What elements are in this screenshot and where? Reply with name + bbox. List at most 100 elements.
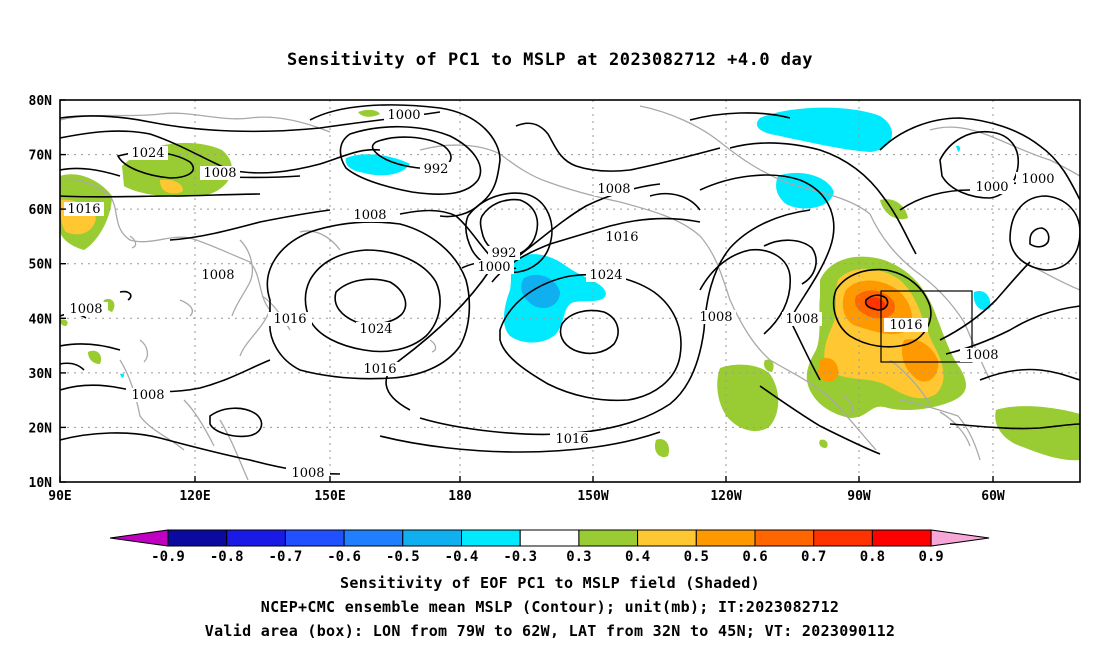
contour-label: 1016 [884,318,928,333]
colorbar-label: 0.3 [566,549,591,565]
contour-label: 1008 [198,268,238,283]
lon-label: 120W [710,489,741,504]
contour-label: 1008 [696,310,736,325]
colorbar-swatch [343,529,404,547]
colorbar-swatch [695,529,756,547]
contour-label: 1008 [960,348,1004,363]
caption-line-1: Sensitivity of EOF PC1 to MSLP field (Sh… [340,574,760,592]
contour-label: 1000 [384,108,424,123]
contour-label-text: 1008 [203,166,236,181]
contour-label-text: 1008 [699,310,732,325]
colorbar-swatch [871,529,932,547]
caption-line-2: NCEP+CMC ensemble mean MSLP (Contour); u… [260,598,840,616]
contour-label: 1024 [128,146,168,161]
contour-label: 1008 [350,208,390,223]
lat-label: 70N [29,149,53,164]
contour-label-text: 1016 [605,230,638,245]
contour-label: 1016 [358,362,402,377]
contour-label-text: 1024 [589,268,622,283]
lon-label: 60W [981,489,1005,504]
axis-ticks [59,99,994,483]
colorbar: -0.9 -0.8 -0.7 -0.6 -0.5 -0.4 -0.3 0.3 0.4 0.5 0.6… [109,529,990,565]
colorbar-swatch [167,529,228,547]
lon-label: 90W [847,489,871,504]
contour-label-text: 1024 [359,322,392,337]
contour-label: 1000 [1016,172,1060,187]
contour-label-text: 1016 [67,202,100,217]
colorbar-label: 0.4 [625,549,650,565]
colorbar-label: -0.8 [210,549,244,565]
colorbar-swatch [519,529,580,547]
contour-label-text: 1024 [131,146,164,161]
lon-label: 90E [48,489,71,504]
colorbar-label: 0.5 [684,549,709,565]
contour-label: 1024 [586,268,626,283]
colorbar-label: -0.5 [386,549,420,565]
colorbar-swatch [226,529,286,547]
colorbar-label: 0.7 [801,549,826,565]
contour-label: 1016 [268,312,312,327]
contour-label-text: 1016 [555,432,588,447]
lat-label: 40N [29,312,53,327]
contour-label: 1016 [602,230,642,245]
contour-label-text: 1000 [1021,172,1054,187]
lon-label: 150W [577,489,608,504]
colorbar-swatch [637,529,697,547]
colorbar-label: -0.4 [445,549,479,565]
colorbar-label: 0.8 [860,549,885,565]
contour-label-text: 1000 [477,260,510,275]
contour-label: 1016 [550,432,594,447]
map-frame [59,99,1081,483]
lat-label: 60N [29,203,53,218]
contour-label-text: 1008 [597,182,630,197]
contour-label: 1008 [286,466,330,481]
contour-label-text: 1016 [889,318,922,333]
colorbar-low-arrow [109,529,169,547]
colorbar-label: -0.6 [327,549,361,565]
contour-label: 992 [420,162,452,177]
contour-label: 1024 [356,322,396,337]
colorbar-label: -0.9 [151,549,185,565]
lat-label: 20N [29,421,53,436]
map-area: 1000 1024 992 1008 1016 1008 1008 1008 9… [60,100,1080,482]
contour-label-text: 1008 [131,388,164,403]
contour-label: 1008 [200,166,240,181]
contour-label: 1008 [64,302,108,317]
lat-label: 30N [29,367,53,382]
colorbar-swatch [461,529,521,547]
colorbar-swatch [754,529,815,547]
contour-labels: 1000 1024 992 1008 1016 1008 1008 1008 9… [64,108,1060,481]
colorbar-swatch [402,529,462,547]
latitude-labels: 80N 70N 60N 50N 40N 30N 20N 10N [29,94,53,491]
colorbar-label: 0.9 [918,549,943,565]
graticule [60,100,1080,482]
longitude-labels: 90E 120E 150E 180 150W 120W 90W 60W [48,489,1005,504]
contour-label-text: 992 [492,246,517,261]
contour-label-text: 992 [424,162,449,177]
colorbar-label: -0.3 [503,549,537,565]
contour-label: 1016 [64,202,104,217]
contour-label: 1008 [126,388,170,403]
lon-label: 180 [448,489,472,504]
contour-label: 1008 [594,182,634,197]
lon-label: 150E [314,489,345,504]
colorbar-label: 0.6 [742,549,767,565]
contour-label-text: 1016 [273,312,306,327]
caption-line-3: Valid area (box): LON from 79W to 62W, L… [204,622,896,640]
contour-label-text: 1000 [975,180,1008,195]
colorbar-label: -0.7 [269,549,303,565]
contour-label: 1000 [474,260,514,275]
colorbar-swatch [284,529,345,547]
contour-label-text: 1008 [353,208,386,223]
contour-label-text: 1008 [69,302,102,317]
colorbar-high-arrow [930,529,990,547]
map-title: Sensitivity of PC1 to MSLP at 2023082712… [286,50,813,70]
contour-label-text: 1008 [785,312,818,327]
colorbar-swatch [578,529,639,547]
contour-label-text: 1016 [363,362,396,377]
lat-label: 80N [29,94,53,109]
contour-label: 1008 [782,312,822,327]
contour-label-text: 1008 [291,466,324,481]
lat-label: 50N [29,258,53,273]
